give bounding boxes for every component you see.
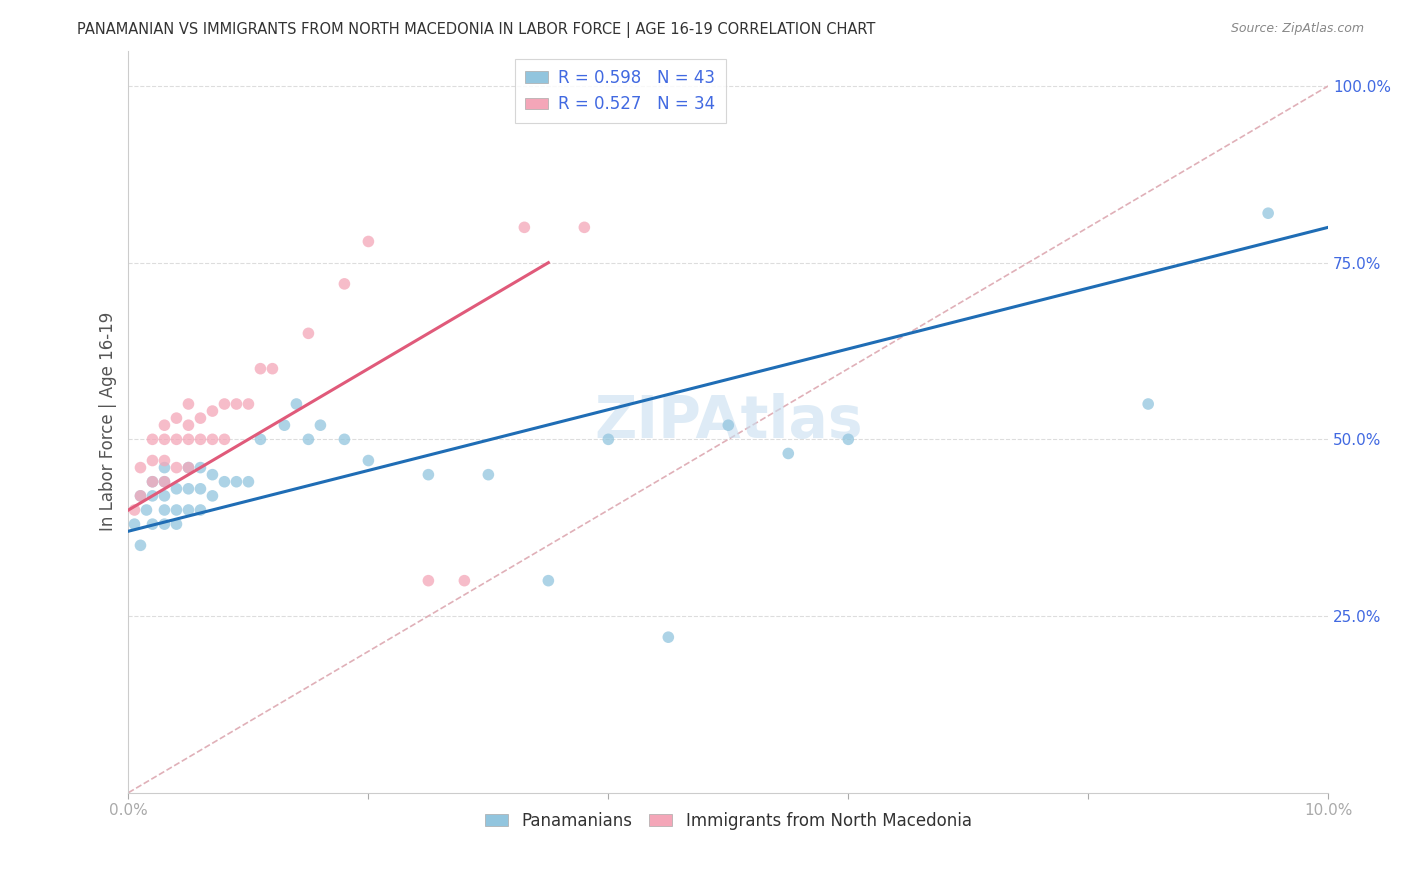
Point [124, 517, 146, 532]
Point [177, 460, 200, 475]
Point [153, 517, 176, 532]
Text: ZIPAtlas: ZIPAtlas [593, 393, 863, 450]
Point [153, 503, 176, 517]
Point [657, 630, 679, 644]
Point [297, 433, 319, 447]
Point [153, 475, 176, 489]
Point [837, 433, 859, 447]
Point [141, 453, 163, 467]
Point [238, 475, 260, 489]
Point [166, 460, 188, 475]
Point [141, 475, 163, 489]
Point [249, 361, 271, 376]
Point [453, 574, 475, 588]
Point [309, 418, 332, 433]
Point [201, 467, 224, 482]
Point [214, 433, 236, 447]
Point [135, 503, 157, 517]
Point [177, 418, 200, 433]
Y-axis label: In Labor Force | Age 16-19: In Labor Force | Age 16-19 [100, 312, 117, 532]
Point [249, 433, 271, 447]
Point [124, 503, 146, 517]
Point [418, 574, 440, 588]
Point [333, 433, 356, 447]
Point [141, 433, 163, 447]
Point [1137, 397, 1160, 411]
Point [166, 517, 188, 532]
Point [1257, 206, 1279, 220]
Point [225, 475, 247, 489]
Point [153, 460, 176, 475]
Point [190, 433, 212, 447]
Point [129, 460, 152, 475]
Point [166, 433, 188, 447]
Point [214, 475, 236, 489]
Point [201, 489, 224, 503]
Point [285, 397, 308, 411]
Point [574, 220, 596, 235]
Point [201, 433, 224, 447]
Point [166, 482, 188, 496]
Point [153, 489, 176, 503]
Point [190, 503, 212, 517]
Legend: Panamanians, Immigrants from North Macedonia: Panamanians, Immigrants from North Maced… [478, 805, 979, 837]
Point [129, 489, 152, 503]
Point [190, 411, 212, 425]
Point [418, 467, 440, 482]
Text: PANAMANIAN VS IMMIGRANTS FROM NORTH MACEDONIA IN LABOR FORCE | AGE 16-19 CORRELA: PANAMANIAN VS IMMIGRANTS FROM NORTH MACE… [77, 22, 876, 38]
Point [717, 418, 740, 433]
Point [273, 418, 295, 433]
Point [297, 326, 319, 341]
Point [177, 460, 200, 475]
Point [177, 397, 200, 411]
Point [129, 489, 152, 503]
Point [357, 453, 380, 467]
Point [333, 277, 356, 291]
Point [153, 453, 176, 467]
Point [129, 538, 152, 552]
Point [190, 460, 212, 475]
Text: Source: ZipAtlas.com: Source: ZipAtlas.com [1230, 22, 1364, 36]
Point [238, 397, 260, 411]
Point [513, 220, 536, 235]
Point [141, 475, 163, 489]
Point [477, 467, 499, 482]
Point [357, 235, 380, 249]
Point [190, 482, 212, 496]
Point [153, 433, 176, 447]
Point [598, 433, 620, 447]
Point [177, 433, 200, 447]
Point [177, 503, 200, 517]
Point [141, 489, 163, 503]
Point [201, 404, 224, 418]
Point [214, 397, 236, 411]
Point [778, 446, 800, 460]
Point [166, 503, 188, 517]
Point [225, 397, 247, 411]
Point [166, 411, 188, 425]
Point [153, 475, 176, 489]
Point [141, 517, 163, 532]
Point [153, 418, 176, 433]
Point [177, 482, 200, 496]
Point [537, 574, 560, 588]
Point [262, 361, 284, 376]
